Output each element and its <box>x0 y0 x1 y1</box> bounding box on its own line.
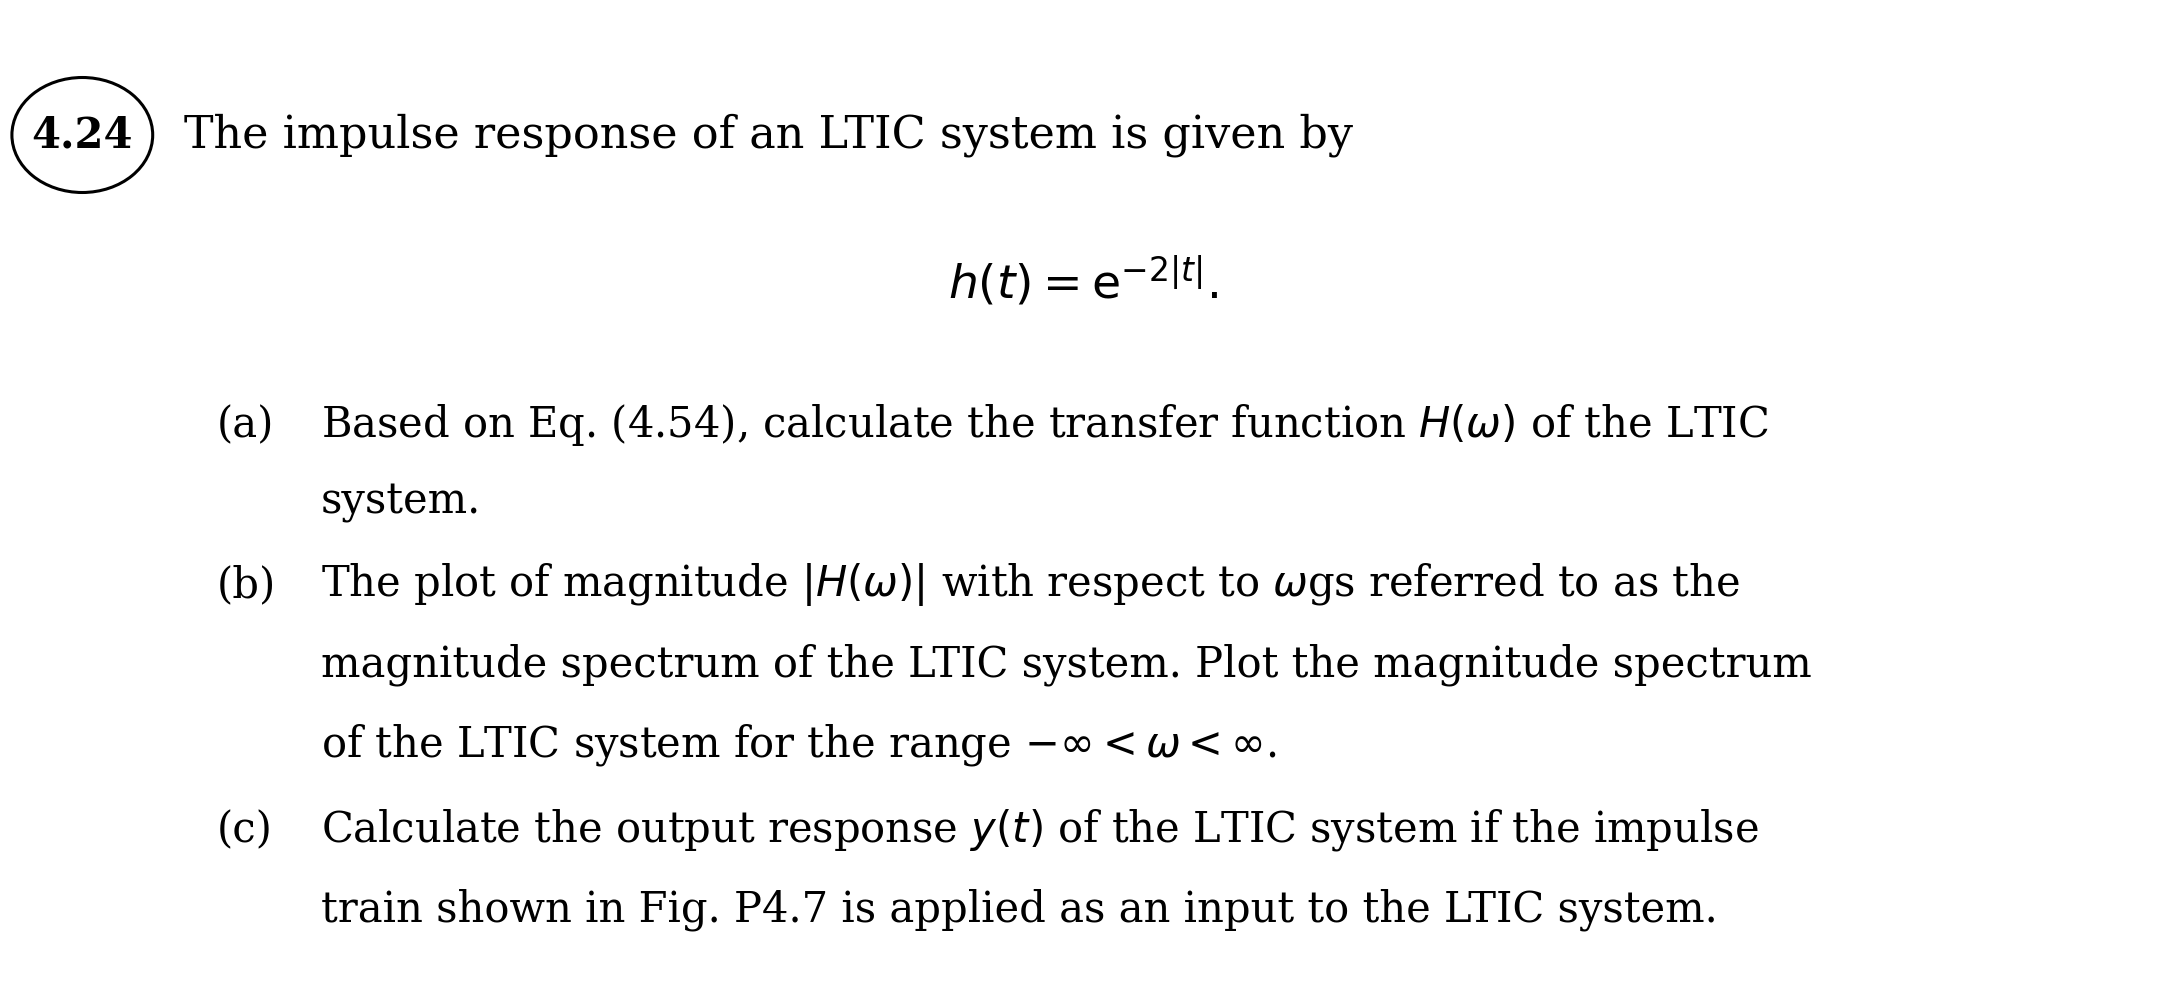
Text: $h(t) = \mathrm{e}^{-2|t|}.$: $h(t) = \mathrm{e}^{-2|t|}.$ <box>949 252 1217 308</box>
Text: system.: system. <box>321 481 481 523</box>
Text: Calculate the output response $y(t)$ of the LTIC system if the impulse: Calculate the output response $y(t)$ of … <box>321 807 1759 853</box>
Text: of the LTIC system for the range $-\infty < \omega < \infty$.: of the LTIC system for the range $-\inft… <box>321 722 1276 768</box>
Text: train shown in Fig. P4.7 is applied as an input to the LTIC system.: train shown in Fig. P4.7 is applied as a… <box>321 889 1718 931</box>
Text: Based on Eq. (4.54), calculate the transfer function $H(\omega)$ of the LTIC: Based on Eq. (4.54), calculate the trans… <box>321 402 1767 448</box>
Text: (b): (b) <box>217 564 275 606</box>
Text: magnitude spectrum of the LTIC system. Plot the magnitude spectrum: magnitude spectrum of the LTIC system. P… <box>321 644 1811 686</box>
Text: The plot of magnitude $|H(\omega)|$ with respect to $\omega$gs referred to as th: The plot of magnitude $|H(\omega)|$ with… <box>321 562 1739 608</box>
Text: (c): (c) <box>217 809 273 851</box>
Text: 4.24: 4.24 <box>32 114 132 156</box>
Text: (a): (a) <box>217 404 273 446</box>
Text: The impulse response of an LTIC system is given by: The impulse response of an LTIC system i… <box>184 113 1354 157</box>
